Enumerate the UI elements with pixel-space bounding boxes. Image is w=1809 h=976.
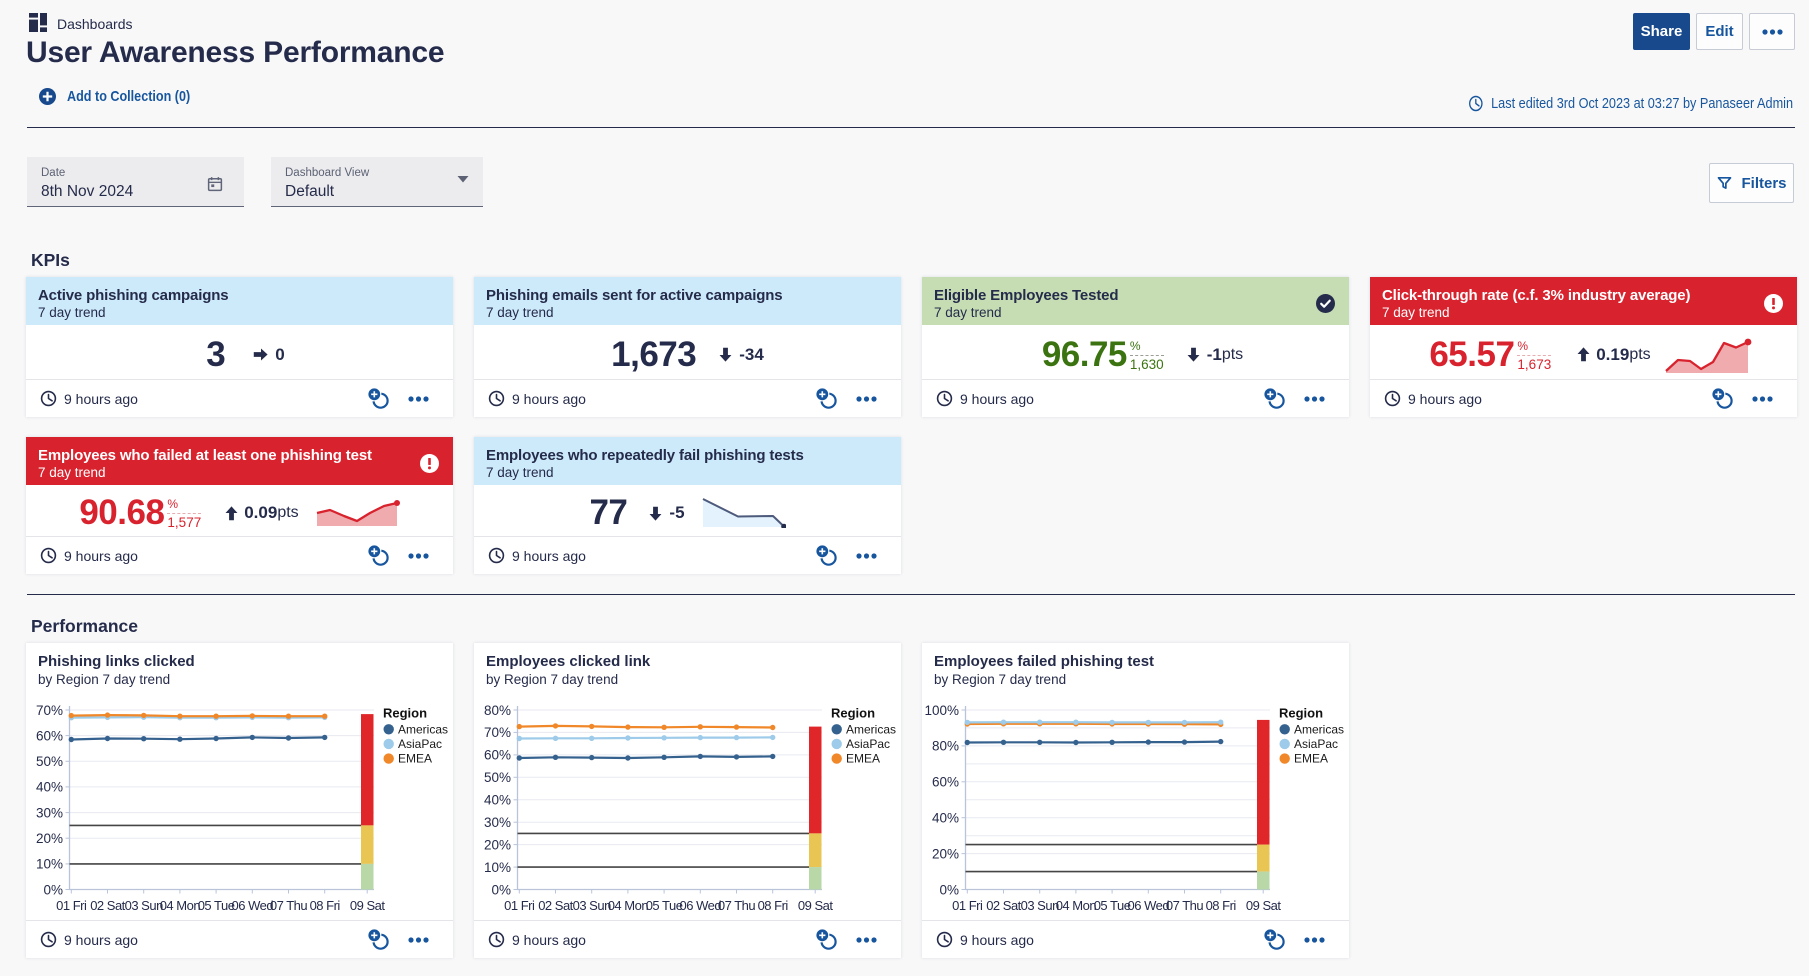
svg-text:03 Sun: 03 Sun <box>573 898 611 913</box>
svg-text:04 Mon: 04 Mon <box>160 898 201 913</box>
svg-text:Americas: Americas <box>1294 722 1344 736</box>
svg-text:01 Fri: 01 Fri <box>952 898 983 913</box>
svg-text:09 Sat: 09 Sat <box>350 898 385 913</box>
svg-text:0%: 0% <box>939 882 959 897</box>
svg-text:05 Tue: 05 Tue <box>1094 898 1131 913</box>
svg-text:08 Fri: 08 Fri <box>1206 898 1237 913</box>
svg-text:40%: 40% <box>484 793 511 808</box>
svg-text:02 Sat: 02 Sat <box>90 898 125 913</box>
svg-text:60%: 60% <box>932 775 959 790</box>
svg-text:01 Fri: 01 Fri <box>56 898 87 913</box>
svg-text:05 Tue: 05 Tue <box>646 898 683 913</box>
svg-text:Region: Region <box>831 706 875 721</box>
svg-text:40%: 40% <box>932 811 959 826</box>
svg-text:07 Thu: 07 Thu <box>1166 898 1204 913</box>
svg-text:02 Sat: 02 Sat <box>986 898 1021 913</box>
svg-text:EMEA: EMEA <box>1294 752 1328 766</box>
svg-text:0%: 0% <box>43 882 63 897</box>
svg-text:07 Thu: 07 Thu <box>718 898 756 913</box>
svg-text:03 Sun: 03 Sun <box>125 898 163 913</box>
svg-text:06 Wed: 06 Wed <box>232 898 274 913</box>
svg-text:10%: 10% <box>36 857 63 872</box>
svg-text:10%: 10% <box>484 860 511 875</box>
svg-text:03 Sun: 03 Sun <box>1021 898 1059 913</box>
svg-text:01 Fri: 01 Fri <box>504 898 535 913</box>
svg-text:AsiaPac: AsiaPac <box>398 737 442 751</box>
svg-text:50%: 50% <box>36 754 63 769</box>
svg-text:40%: 40% <box>36 780 63 795</box>
svg-text:60%: 60% <box>484 748 511 763</box>
svg-text:EMEA: EMEA <box>846 752 880 766</box>
svg-text:80%: 80% <box>484 703 511 718</box>
svg-text:06 Wed: 06 Wed <box>1128 898 1170 913</box>
svg-text:08 Fri: 08 Fri <box>310 898 341 913</box>
svg-text:Americas: Americas <box>846 722 896 736</box>
svg-text:Region: Region <box>1279 706 1323 721</box>
svg-text:70%: 70% <box>484 725 511 740</box>
svg-text:0%: 0% <box>491 882 511 897</box>
svg-text:80%: 80% <box>932 739 959 754</box>
svg-text:EMEA: EMEA <box>398 752 432 766</box>
svg-text:AsiaPac: AsiaPac <box>1294 737 1338 751</box>
svg-text:06 Wed: 06 Wed <box>680 898 722 913</box>
svg-text:20%: 20% <box>932 846 959 861</box>
svg-text:30%: 30% <box>484 815 511 830</box>
svg-text:08 Fri: 08 Fri <box>758 898 789 913</box>
svg-text:20%: 20% <box>484 837 511 852</box>
svg-text:20%: 20% <box>36 831 63 846</box>
svg-text:50%: 50% <box>484 770 511 785</box>
svg-text:04 Mon: 04 Mon <box>1056 898 1097 913</box>
svg-text:02 Sat: 02 Sat <box>538 898 573 913</box>
svg-text:04 Mon: 04 Mon <box>608 898 649 913</box>
svg-text:07 Thu: 07 Thu <box>270 898 308 913</box>
svg-text:AsiaPac: AsiaPac <box>846 737 890 751</box>
svg-text:30%: 30% <box>36 805 63 820</box>
svg-text:09 Sat: 09 Sat <box>798 898 833 913</box>
svg-text:Americas: Americas <box>398 722 448 736</box>
svg-text:Region: Region <box>383 706 427 721</box>
svg-text:100%: 100% <box>924 703 959 718</box>
svg-text:05 Tue: 05 Tue <box>198 898 235 913</box>
svg-text:60%: 60% <box>36 728 63 743</box>
svg-text:70%: 70% <box>36 703 63 718</box>
svg-text:09 Sat: 09 Sat <box>1246 898 1281 913</box>
